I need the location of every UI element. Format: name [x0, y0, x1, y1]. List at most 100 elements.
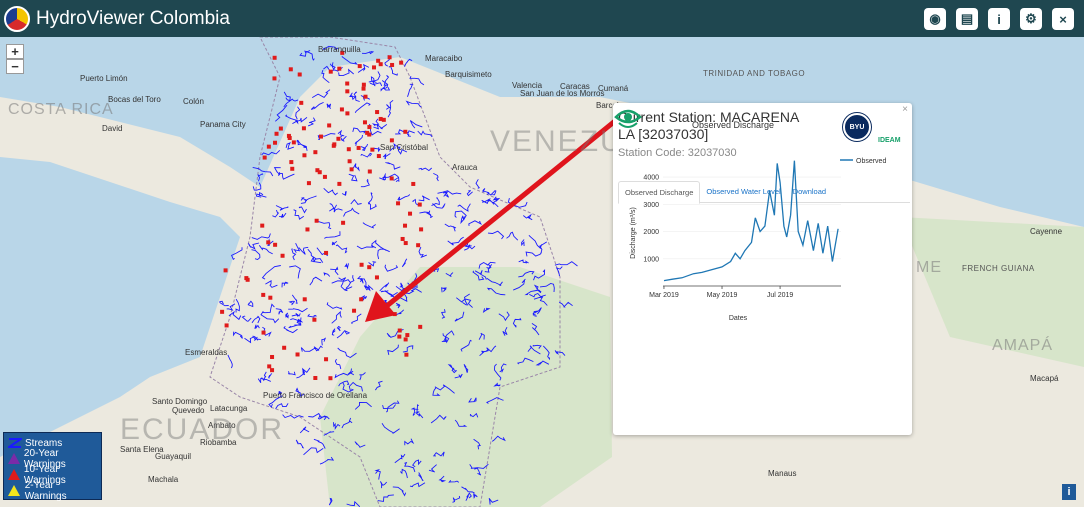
station-marker[interactable]: [345, 89, 350, 94]
station-marker[interactable]: [389, 176, 394, 181]
station-marker[interactable]: [270, 354, 275, 359]
globe-icon[interactable]: ◉: [924, 8, 946, 30]
station-marker[interactable]: [289, 160, 294, 165]
station-marker[interactable]: [397, 328, 402, 333]
station-marker[interactable]: [273, 242, 278, 247]
station-marker[interactable]: [299, 100, 304, 105]
station-marker[interactable]: [341, 220, 346, 225]
station-marker[interactable]: [266, 144, 271, 149]
station-marker[interactable]: [359, 297, 364, 302]
station-marker[interactable]: [297, 72, 302, 77]
station-marker[interactable]: [306, 181, 311, 186]
station-marker[interactable]: [291, 140, 296, 145]
station-marker[interactable]: [273, 140, 278, 145]
station-marker[interactable]: [367, 132, 372, 137]
station-marker[interactable]: [345, 111, 350, 116]
station-marker[interactable]: [318, 134, 323, 139]
station-marker[interactable]: [327, 123, 332, 128]
station-marker[interactable]: [363, 94, 368, 99]
zoom-out-button[interactable]: −: [6, 59, 24, 74]
station-marker[interactable]: [274, 131, 279, 136]
station-marker[interactable]: [324, 250, 329, 255]
station-marker[interactable]: [328, 376, 333, 381]
station-marker[interactable]: [220, 309, 225, 314]
station-marker[interactable]: [301, 126, 306, 131]
station-marker[interactable]: [280, 253, 285, 258]
station-marker[interactable]: [245, 277, 250, 282]
station-marker[interactable]: [288, 67, 293, 72]
station-marker[interactable]: [396, 201, 401, 206]
station-marker[interactable]: [313, 375, 318, 380]
station-marker[interactable]: [317, 170, 322, 175]
station-marker[interactable]: [223, 268, 228, 273]
close-icon[interactable]: ×: [1052, 8, 1074, 30]
station-marker[interactable]: [278, 126, 283, 131]
tab-observed-water-level[interactable]: Observed Water Level: [706, 187, 781, 196]
gear-icon[interactable]: ⚙: [1020, 8, 1042, 30]
table-icon[interactable]: ▤: [956, 8, 978, 30]
station-marker[interactable]: [378, 116, 383, 121]
station-marker[interactable]: [362, 120, 367, 125]
station-marker[interactable]: [340, 50, 345, 55]
station-marker[interactable]: [352, 308, 357, 313]
station-marker[interactable]: [282, 345, 287, 350]
station-marker[interactable]: [416, 243, 421, 248]
station-marker[interactable]: [367, 169, 372, 174]
station-marker[interactable]: [295, 352, 300, 357]
station-marker[interactable]: [272, 76, 277, 81]
station-marker[interactable]: [312, 317, 317, 322]
station-marker[interactable]: [397, 334, 402, 339]
station-marker[interactable]: [376, 58, 381, 63]
station-marker[interactable]: [389, 138, 394, 143]
station-marker[interactable]: [403, 241, 408, 246]
station-marker[interactable]: [339, 107, 344, 112]
station-marker[interactable]: [337, 66, 342, 71]
station-marker[interactable]: [302, 153, 307, 158]
station-marker[interactable]: [378, 62, 383, 67]
station-marker[interactable]: [346, 147, 351, 152]
station-marker[interactable]: [361, 86, 366, 91]
station-marker[interactable]: [359, 262, 364, 267]
station-marker[interactable]: [367, 265, 372, 270]
zoom-in-button[interactable]: +: [6, 44, 24, 59]
map-info-button[interactable]: i: [1062, 484, 1076, 500]
station-marker[interactable]: [381, 117, 386, 122]
station-marker[interactable]: [376, 154, 381, 159]
station-marker[interactable]: [408, 211, 413, 216]
station-marker[interactable]: [337, 181, 342, 186]
station-marker[interactable]: [367, 125, 372, 130]
station-marker[interactable]: [266, 240, 271, 245]
station-marker[interactable]: [405, 333, 410, 338]
station-marker[interactable]: [272, 55, 277, 60]
info-icon[interactable]: i: [988, 8, 1010, 30]
station-marker[interactable]: [403, 129, 408, 134]
station-marker[interactable]: [336, 136, 341, 141]
station-marker[interactable]: [372, 65, 377, 70]
map-view[interactable]: Barranquilla Maracaibo Puerto Limón Barq…: [0, 37, 1084, 507]
station-marker[interactable]: [370, 147, 375, 152]
station-marker[interactable]: [313, 150, 318, 155]
station-marker[interactable]: [261, 330, 266, 335]
station-marker[interactable]: [315, 168, 320, 173]
station-marker[interactable]: [357, 64, 362, 69]
station-marker[interactable]: [314, 218, 319, 223]
station-marker[interactable]: [260, 223, 265, 228]
station-marker[interactable]: [419, 227, 424, 232]
station-marker[interactable]: [356, 145, 361, 150]
station-marker[interactable]: [403, 223, 408, 228]
station-marker[interactable]: [286, 133, 291, 138]
station-marker[interactable]: [270, 368, 275, 373]
station-marker[interactable]: [328, 69, 333, 74]
tab-download[interactable]: Download: [792, 187, 827, 196]
station-marker[interactable]: [262, 155, 267, 160]
station-marker[interactable]: [261, 292, 266, 297]
station-marker[interactable]: [361, 82, 366, 87]
station-marker[interactable]: [345, 81, 350, 86]
station-marker[interactable]: [268, 295, 273, 300]
tab-observed-discharge[interactable]: Observed Discharge: [618, 181, 701, 204]
station-marker[interactable]: [411, 181, 416, 186]
station-marker[interactable]: [347, 159, 352, 164]
station-marker[interactable]: [403, 337, 408, 342]
station-marker[interactable]: [331, 143, 336, 148]
station-marker[interactable]: [417, 202, 422, 207]
